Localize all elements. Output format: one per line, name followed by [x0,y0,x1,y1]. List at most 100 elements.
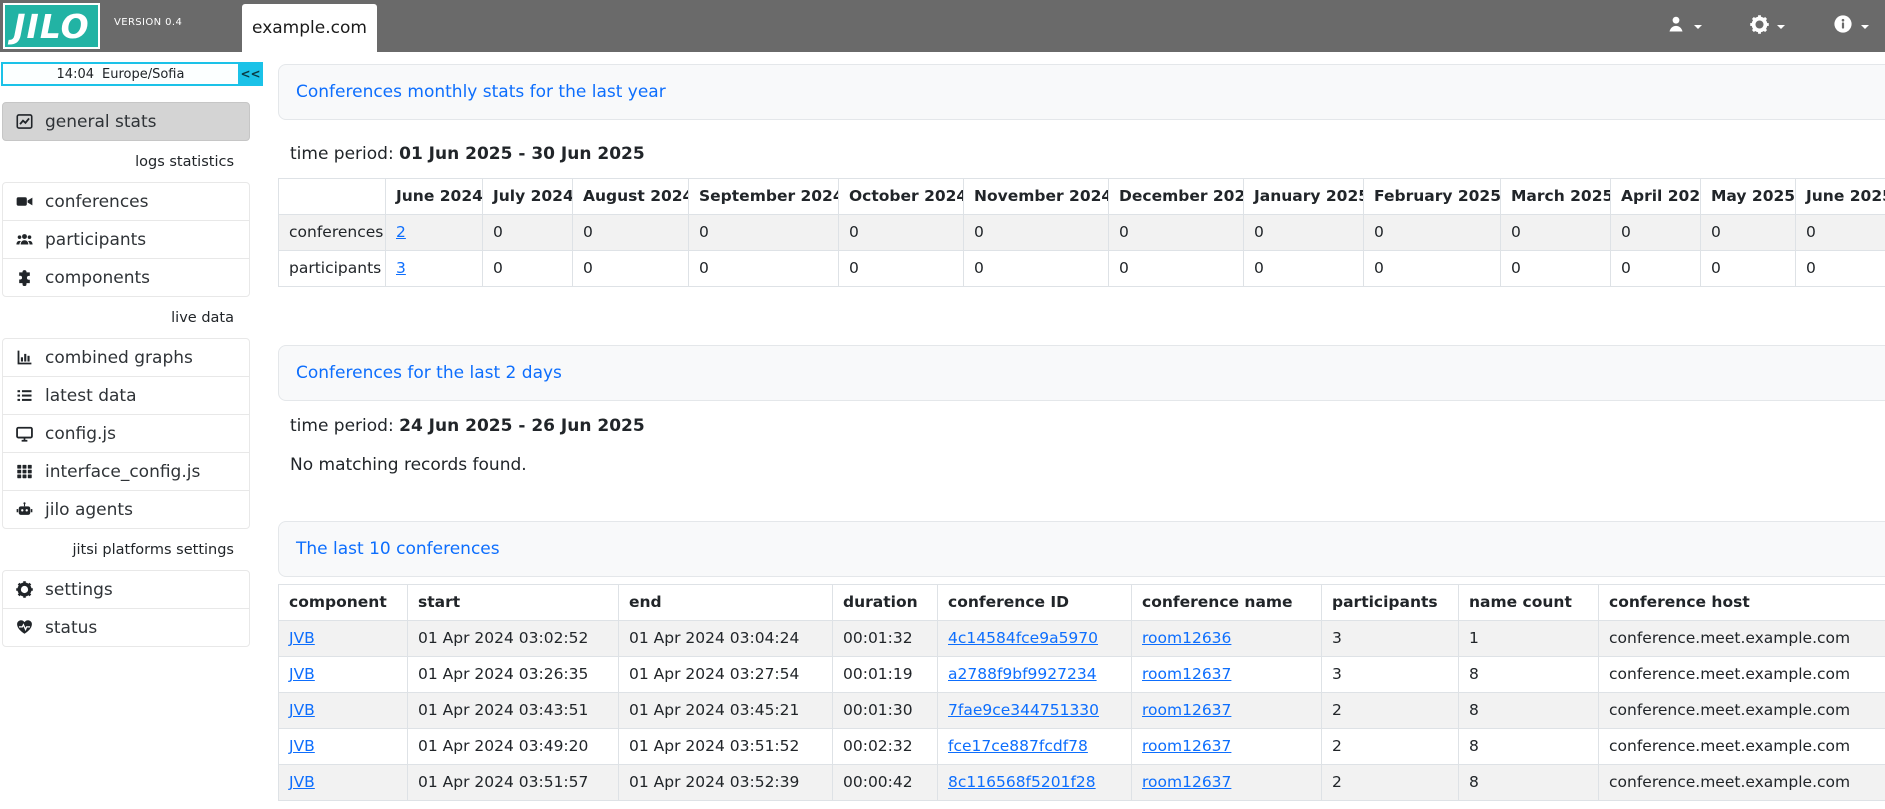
duration-cell: 00:01:19 [833,657,938,693]
month-header: July 2024 [483,179,573,215]
sidebar-section-jitsi-platforms-settings: jitsi platforms settings [0,542,248,558]
component-link[interactable]: JVB [289,737,315,755]
conference-id-link[interactable]: 7fae9ce344751330 [948,701,1099,719]
stat-cell: 0 [483,251,573,287]
sidebar-item-label: participants [45,230,146,250]
stat-cell: 0 [1701,251,1796,287]
sidebar-item-general-stats[interactable]: general stats [2,102,250,141]
duration-cell: 00:02:32 [833,729,938,765]
host-cell: conference.meet.example.com [1599,657,1885,693]
time-period-value: 24 Jun 2025 - 26 Jun 2025 [399,416,645,436]
heart-pulse-icon [16,619,34,636]
stat-cell: 0 [964,251,1109,287]
sidebar-collapse-button[interactable]: << [238,62,263,86]
host-cell: conference.meet.example.com [1599,765,1885,801]
stat-cell: 0 [1501,251,1611,287]
last-10-conferences-table: component start end duration conference … [278,584,1885,801]
conferences-count-link[interactable]: 2 [396,223,406,241]
component-link[interactable]: JVB [289,773,315,791]
last10-header-row: component start end duration conference … [279,585,1885,621]
column-header: start [408,585,619,621]
conference-name-link[interactable]: room12637 [1142,701,1231,719]
conference-row: JVB 01 Apr 2024 03:51:57 01 Apr 2024 03:… [279,765,1885,801]
sidebar-item-jilo-agents[interactable]: jilo agents [2,490,250,529]
sidebar-item-label: settings [45,580,113,600]
time-period-value: 01 Jun 2025 - 30 Jun 2025 [399,144,645,164]
sidebar-item-latest-data[interactable]: latest data [2,376,250,415]
month-header: June 2025 [1796,179,1885,215]
conference-id-link[interactable]: fce17ce887fcdf78 [948,737,1088,755]
month-header: December 2024 [1109,179,1244,215]
settings-menu[interactable] [1750,15,1785,38]
app-logo: JILO [3,3,100,49]
main-content: Conferences monthly stats for the last y… [278,52,1885,809]
sidebar: 14:04 Europe/Sofia << general stats logs… [0,52,264,809]
last-2-days-title: Conferences for the last 2 days [296,363,562,383]
info-menu[interactable] [1833,14,1869,38]
monthly-stats-title: Conferences monthly stats for the last y… [296,82,666,102]
card-last-10-conferences-header: The last 10 conferences [278,521,1885,577]
sidebar-item-label: jilo agents [45,500,133,520]
conference-name-link[interactable]: room12637 [1142,665,1231,683]
sidebar-item-components[interactable]: components [2,258,250,297]
start-cell: 01 Apr 2024 03:02:52 [408,621,619,657]
name-count-cell: 8 [1459,693,1599,729]
user-menu[interactable] [1666,14,1702,38]
month-header: November 2024 [964,179,1109,215]
tab-example-com[interactable]: example.com [242,4,377,52]
conference-id-link[interactable]: 4c14584fce9a5970 [948,629,1098,647]
conference-id-link[interactable]: 8c116568f5201f28 [948,773,1096,791]
duration-cell: 00:00:42 [833,765,938,801]
name-count-cell: 8 [1459,657,1599,693]
sidebar-item-conferences[interactable]: conferences [2,182,250,221]
version-label: VERSION 0.4 [114,17,182,28]
sidebar-item-config-js[interactable]: config.js [2,414,250,453]
sidebar-item-status[interactable]: status [2,608,250,647]
end-cell: 01 Apr 2024 03:04:24 [619,621,833,657]
start-cell: 01 Apr 2024 03:51:57 [408,765,619,801]
stat-cell: 0 [483,215,573,251]
clock-widget: 14:04 Europe/Sofia << [1,62,263,86]
sidebar-item-label: interface_config.js [45,462,200,482]
clock-time: 14:04 [57,67,94,82]
start-cell: 01 Apr 2024 03:49:20 [408,729,619,765]
host-cell: conference.meet.example.com [1599,729,1885,765]
stat-cell: 0 [839,215,964,251]
participants-cell: 3 [1322,657,1459,693]
last-10-conferences-title: The last 10 conferences [296,539,500,559]
sidebar-section-logs-statistics: logs statistics [0,154,248,170]
conference-name-link[interactable]: room12637 [1142,773,1231,791]
participants-count-link[interactable]: 3 [396,259,406,277]
participants-cell: 2 [1322,765,1459,801]
sidebar-item-participants[interactable]: participants [2,220,250,259]
conference-name-link[interactable]: room12637 [1142,737,1231,755]
end-cell: 01 Apr 2024 03:51:52 [619,729,833,765]
card-monthly-stats-header: Conferences monthly stats for the last y… [278,64,1885,120]
row-label: conferences [279,215,386,251]
time-period-label: time period: [290,416,394,436]
component-link[interactable]: JVB [289,701,315,719]
display-icon [16,425,34,442]
user-icon [1666,14,1686,38]
stat-cell: 0 [1501,215,1611,251]
monthly-time-period: time period: 01 Jun 2025 - 30 Jun 2025 [290,144,645,164]
conference-id-link[interactable]: a2788f9bf9927234 [948,665,1097,683]
month-header: June 2024 [386,179,483,215]
sidebar-item-settings[interactable]: settings [2,570,250,609]
component-link[interactable]: JVB [289,629,315,647]
end-cell: 01 Apr 2024 03:27:54 [619,657,833,693]
stat-cell: 0 [689,251,839,287]
conference-name-link[interactable]: room12636 [1142,629,1231,647]
stat-cell: 0 [689,215,839,251]
stat-cell: 0 [1611,251,1701,287]
month-header: August 2024 [573,179,689,215]
sidebar-item-interface-config-js[interactable]: interface_config.js [2,452,250,491]
component-link[interactable]: JVB [289,665,315,683]
column-header: conference ID [938,585,1132,621]
stat-cell: 0 [1364,215,1501,251]
end-cell: 01 Apr 2024 03:52:39 [619,765,833,801]
column-header: conference host [1599,585,1885,621]
puzzle-piece-icon [16,269,34,286]
participants-cell: 3 [1322,621,1459,657]
sidebar-item-combined-graphs[interactable]: combined graphs [2,338,250,377]
